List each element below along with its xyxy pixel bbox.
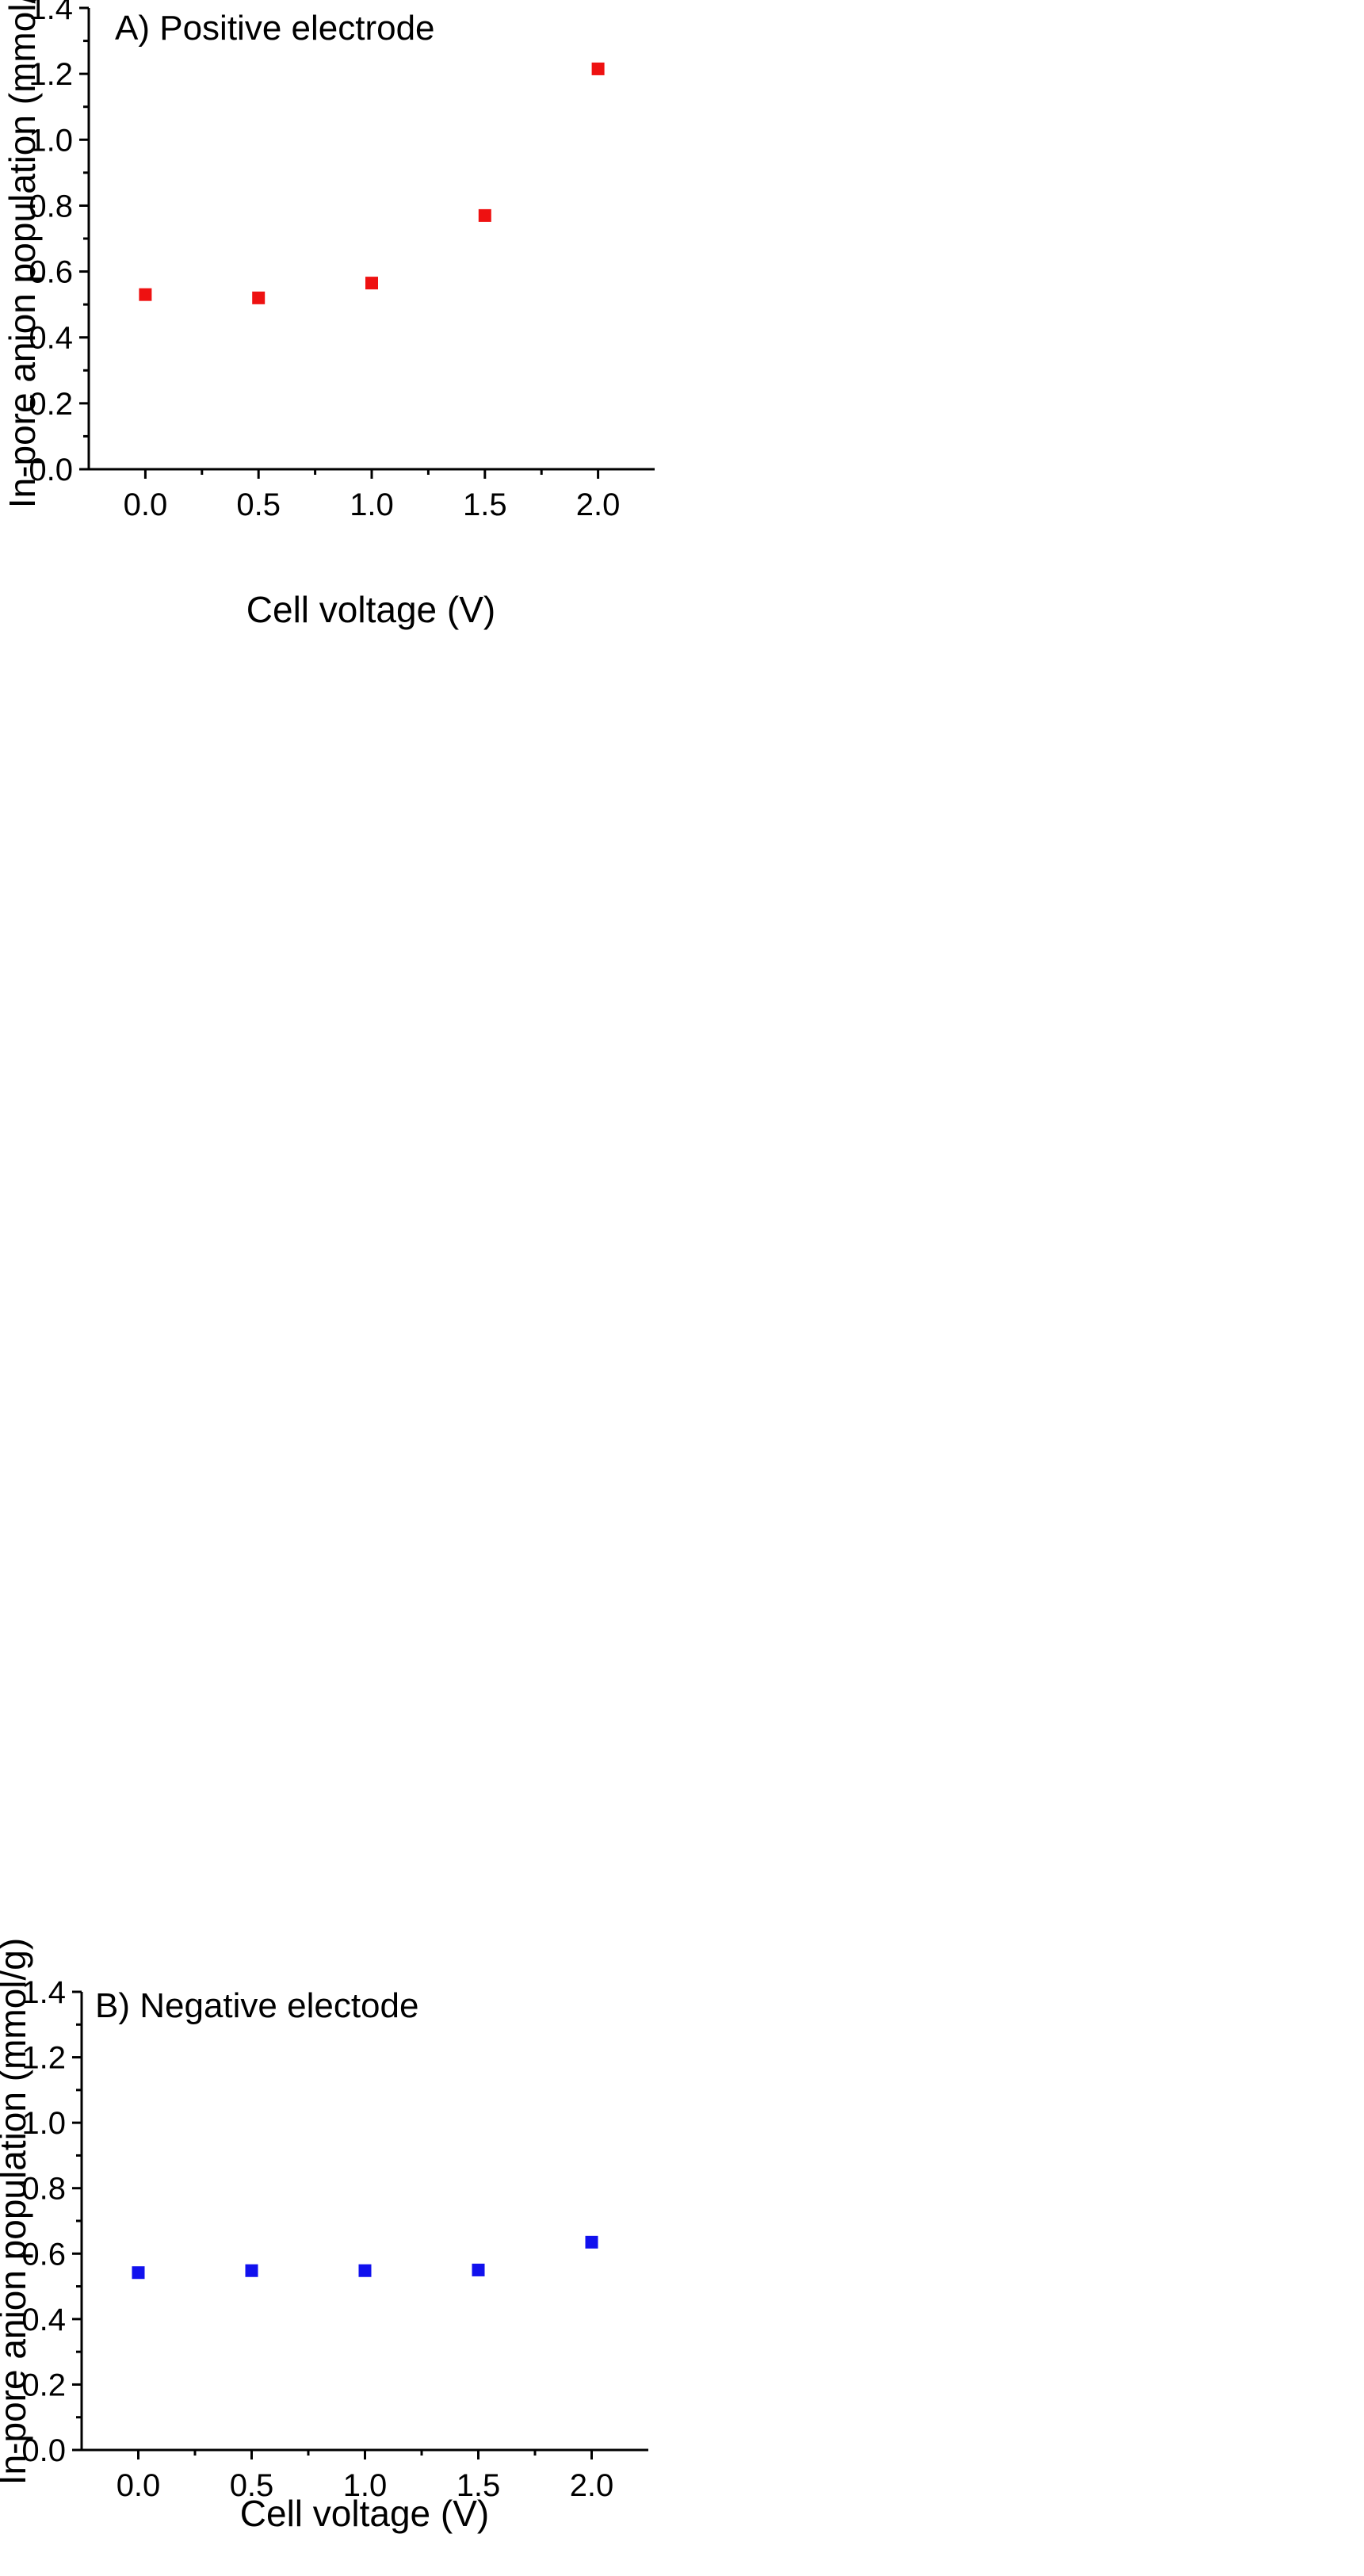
chart-b-y-axis-label: In-pore anion population (mmol/g) (0, 1938, 33, 2485)
chart-b-x-tick-label: 1.5 (457, 2468, 501, 2503)
chart-b-x-tick-label: 0.0 (117, 2468, 161, 2503)
chart-a-data-point (139, 288, 152, 301)
chart-panel-a: 0.0 0.2 0.4 0.6 0.8 1.0 1.2 1.4 0.0 0.5 1.0 1.5 2.0… (2, 0, 655, 630)
chart-a-y-tick-label: 1.4 (29, 0, 73, 26)
chart-a-x-tick-label: 1.5 (463, 487, 507, 522)
chart-a-y-tick-label: 0.2 (29, 387, 73, 422)
chart-b-data-point (245, 2264, 258, 2277)
chart-a-y-tick-label: 1.0 (29, 123, 73, 158)
chart-a-y-axis-label: In-pore anion population (mmol/g) (2, 0, 43, 508)
chart-b-x-axis-label: Cell voltage (V) (240, 2493, 489, 2534)
chart-b-y-tick-label: 0.8 (21, 2172, 66, 2207)
chart-a-data-point (591, 62, 605, 75)
chart-b-data-points (132, 2235, 598, 2280)
chart-b-data-point (585, 2235, 598, 2249)
chart-b-x-tick-label: 0.5 (230, 2468, 274, 2503)
chart-b-data-point (132, 2266, 145, 2280)
chart-a-y-tick-label: 0.8 (29, 189, 73, 224)
chart-b-y-tick-label: 0.0 (21, 2433, 66, 2468)
chart-a-y-tick-label: 1.2 (29, 57, 73, 92)
chart-b-y-tick-label: 1.2 (21, 2041, 66, 2076)
chart-b-svg: 0.0 0.2 0.4 0.6 0.8 1.0 1.2 1.4 0.0 0.5 1.0 1.5 2.0… (0, 1938, 648, 2534)
chart-b-y-ticks: 0.0 0.2 0.4 0.6 0.8 1.0 1.2 1.4 (21, 1975, 82, 2468)
chart-a-data-point (252, 291, 266, 304)
chart-a-x-tick-label: 0.5 (236, 487, 281, 522)
chart-b-y-tick-label: 1.4 (21, 1975, 66, 2010)
chart-b-data-point (358, 2264, 372, 2277)
chart-a-x-axis-label: Cell voltage (V) (246, 589, 495, 630)
chart-panel-b: 0.0 0.2 0.4 0.6 0.8 1.0 1.2 1.4 0.0 0.5 1.0 1.5 2.0… (0, 1288, 1364, 2576)
chart-b-x-tick-label: 2.0 (570, 2468, 614, 2503)
chart-a-x-tick-label: 2.0 (576, 487, 621, 522)
chart-a-y-tick-label: 0.6 (29, 255, 73, 290)
chart-b-data-point (472, 2263, 485, 2276)
chart-a-title: A) Positive electrode (115, 9, 435, 48)
chart-b-x-ticks: 0.0 0.5 1.0 1.5 2.0 (117, 2450, 614, 2503)
chart-b-title: B) Negative electode (95, 1986, 418, 2025)
chart-a-y-ticks: 0.0 0.2 0.4 0.6 0.8 1.0 1.2 1.4 (29, 0, 89, 487)
chart-b-axes (80, 1992, 648, 2452)
chart-b-y-tick-label: 0.4 (21, 2303, 66, 2337)
chart-b-x-tick-label: 1.0 (343, 2468, 388, 2503)
chart-b-y-tick-label: 0.6 (21, 2237, 66, 2272)
chart-a-x-tick-label: 0.0 (124, 487, 168, 522)
chart-a-x-ticks: 0.0 0.5 1.0 1.5 2.0 (124, 469, 621, 522)
chart-b-y-tick-label: 0.2 (21, 2368, 66, 2402)
chart-a-x-tick-label: 1.0 (350, 487, 394, 522)
chart-a-y-tick-label: 0.4 (29, 321, 73, 356)
chart-a-data-point (478, 208, 491, 222)
chart-a-data-point (365, 277, 378, 290)
chart-a-axes (87, 8, 655, 471)
chart-a-svg: 0.0 0.2 0.4 0.6 0.8 1.0 1.2 1.4 0.0 0.5 1.0 1.5 2.0… (2, 0, 655, 630)
chart-b-y-tick-label: 1.0 (21, 2106, 66, 2141)
chart-a-data-points (139, 62, 605, 304)
chart-a-y-tick-label: 0.0 (29, 453, 73, 487)
